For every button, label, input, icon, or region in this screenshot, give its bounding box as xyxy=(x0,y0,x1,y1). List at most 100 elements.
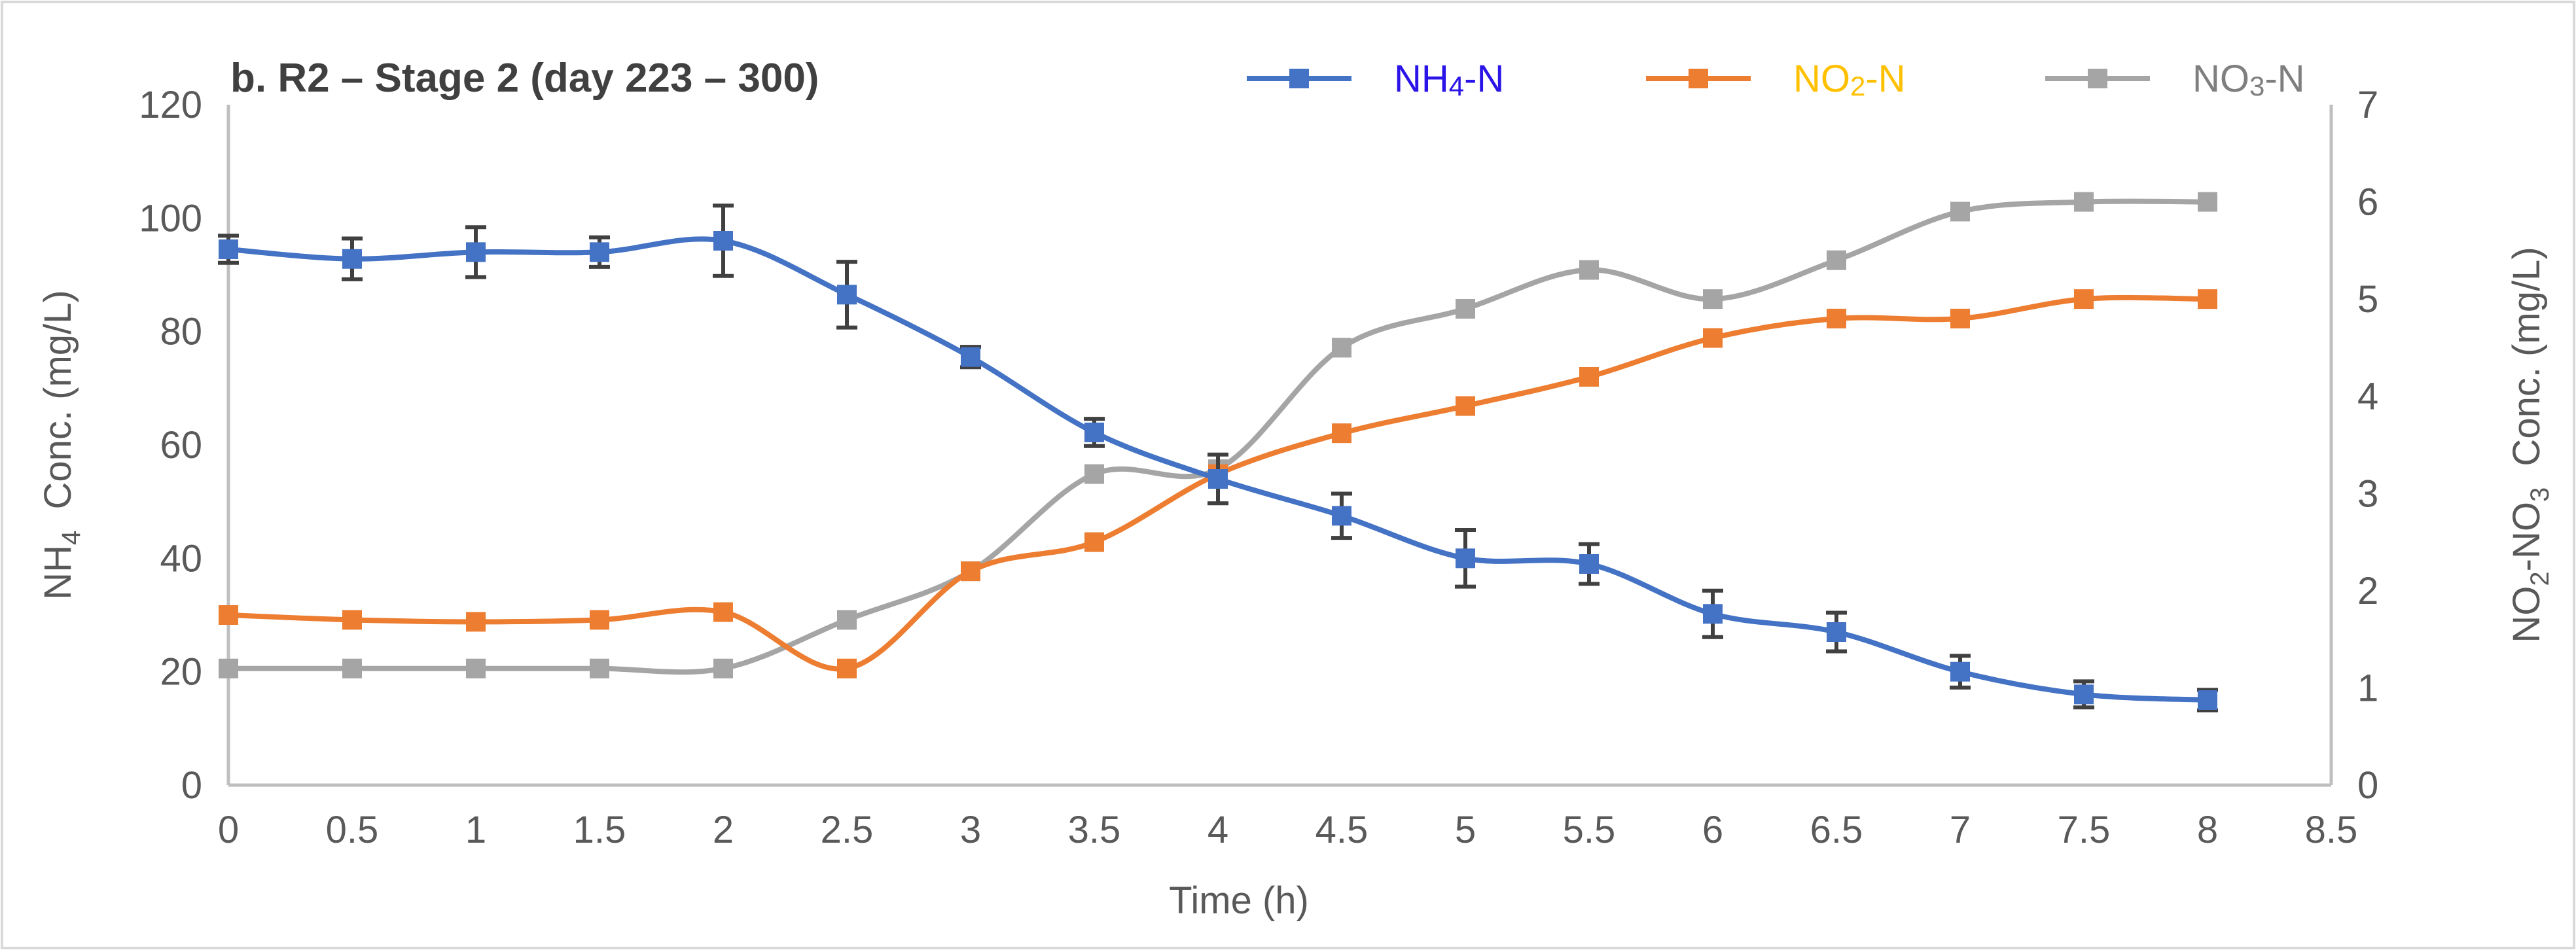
data-point xyxy=(713,231,733,251)
x-tick-label: 4.5 xyxy=(1315,809,1368,851)
legend-item-NO3-N: NO3-N xyxy=(2045,58,2305,101)
x-tick-label: 2 xyxy=(713,809,734,851)
x-tick-label: 8 xyxy=(2197,809,2218,851)
data-point xyxy=(2198,690,2217,710)
x-tick-label: 5.5 xyxy=(1563,809,1616,851)
data-point xyxy=(219,658,238,678)
data-point xyxy=(1579,554,1599,574)
data-point xyxy=(590,242,609,262)
y-axis-right-title: NO2-NO3 Conc. (mg/L) xyxy=(2505,247,2554,642)
data-point xyxy=(1827,250,1846,270)
x-tick-label: 5 xyxy=(1455,809,1476,851)
y-right-title-p3: Conc. (mg/L) xyxy=(2505,247,2548,487)
chart-title: b. R2 – Stage 2 (day 223 – 300) xyxy=(230,56,819,101)
data-point xyxy=(1084,464,1104,484)
data-point xyxy=(1950,202,1970,222)
y-left-tick-label: 0 xyxy=(181,764,202,807)
y-left-tick-label: 120 xyxy=(139,84,202,126)
data-point xyxy=(1950,308,1970,328)
y-right-tick-label: 5 xyxy=(2357,278,2378,321)
series-layer xyxy=(218,192,2218,712)
y-right-title-s2: 3 xyxy=(2526,487,2554,502)
data-point xyxy=(1703,604,1723,624)
legend-marker xyxy=(2088,69,2107,88)
data-point xyxy=(1084,532,1104,552)
series-line xyxy=(226,294,2210,672)
x-tick-label: 1 xyxy=(465,809,486,851)
legend-item-NO2-N: NO2-N xyxy=(1646,58,1906,101)
x-tick-label: 3.5 xyxy=(1068,809,1121,851)
x-tick-label: 0 xyxy=(218,809,239,851)
data-point xyxy=(1703,328,1723,348)
data-point xyxy=(1827,308,1846,328)
data-point xyxy=(1950,661,1970,682)
y-left-tick-label: 40 xyxy=(160,537,202,580)
data-point xyxy=(2074,192,2094,212)
data-point xyxy=(342,658,362,678)
y-right-title-s1: 2 xyxy=(2526,571,2554,586)
data-point xyxy=(1208,469,1228,489)
y-right-tick-label: 7 xyxy=(2357,84,2378,126)
y-axis-left-title: NH4 Conc. (mg/L) xyxy=(37,290,86,599)
legend-marker xyxy=(1689,69,1708,88)
data-point xyxy=(342,249,362,269)
data-point xyxy=(837,658,857,678)
data-point xyxy=(466,612,486,632)
y-left-tick-labels: 0 20 40 60 80 100 120 xyxy=(139,84,202,807)
x-tick-label: 1.5 xyxy=(573,809,626,851)
x-tick-label: 6 xyxy=(1702,809,1723,851)
x-tick-label: 4 xyxy=(1208,809,1228,851)
y-left-tick-label: 20 xyxy=(160,651,202,694)
data-point xyxy=(1332,506,1351,526)
data-point xyxy=(1579,367,1599,387)
y-left-title-rest: Conc. (mg/L) xyxy=(37,290,79,530)
y-right-tick-label: 1 xyxy=(2357,667,2378,709)
data-point xyxy=(1456,299,1475,319)
data-point xyxy=(1456,548,1475,569)
y-right-title-p2: -NO xyxy=(2505,502,2548,571)
data-point xyxy=(961,347,980,367)
x-tick-label: 6.5 xyxy=(1810,809,1863,851)
y-right-tick-label: 6 xyxy=(2357,181,2378,224)
data-point xyxy=(466,658,486,678)
data-point xyxy=(961,561,980,582)
y-right-tick-label: 4 xyxy=(2357,376,2378,418)
data-point xyxy=(713,602,733,622)
data-point xyxy=(2074,289,2094,309)
y-left-title-sub: 4 xyxy=(57,531,86,545)
y-right-tick-labels: 0 1 2 3 4 5 6 7 xyxy=(2357,84,2378,807)
data-point xyxy=(1703,289,1723,309)
data-point xyxy=(1827,622,1846,642)
y-right-tick-label: 0 xyxy=(2357,764,2378,807)
data-point xyxy=(1084,422,1104,442)
data-point xyxy=(713,658,733,678)
data-point xyxy=(342,610,362,630)
legend-item-NH4-N: NH4-N xyxy=(1247,58,1504,101)
y-right-title-p1: NO xyxy=(2505,586,2548,643)
series-NO2-N xyxy=(219,289,2217,678)
data-point xyxy=(219,239,238,259)
legend-marker xyxy=(1289,69,1309,88)
y-left-tick-label: 100 xyxy=(139,197,202,239)
data-point xyxy=(837,610,857,630)
x-tick-labels: 0 0.5 1 1.5 2 2.5 3 3.5 4 4.5 5 5.5 6 6.5 7 7.5 8 8.5 xyxy=(218,809,2357,851)
y-right-tick-label: 2 xyxy=(2357,570,2378,612)
y-left-tick-label: 80 xyxy=(160,311,202,353)
x-tick-label: 0.5 xyxy=(326,809,379,851)
x-tick-label: 3 xyxy=(960,809,981,851)
legend-label: NO3-N xyxy=(2192,58,2305,101)
data-point xyxy=(2074,684,2094,705)
data-point xyxy=(2198,289,2217,309)
x-tick-label: 8.5 xyxy=(2305,809,2358,851)
data-point xyxy=(466,242,486,262)
y-left-title-main: NH xyxy=(37,545,79,600)
data-point xyxy=(1332,423,1351,444)
data-point xyxy=(1456,396,1475,416)
series-NH4-N xyxy=(218,203,2218,712)
data-point xyxy=(219,605,238,625)
legend-label: NO2-N xyxy=(1793,58,1906,101)
legend-label: NH4-N xyxy=(1394,58,1504,101)
y-left-tick-label: 60 xyxy=(160,424,202,466)
